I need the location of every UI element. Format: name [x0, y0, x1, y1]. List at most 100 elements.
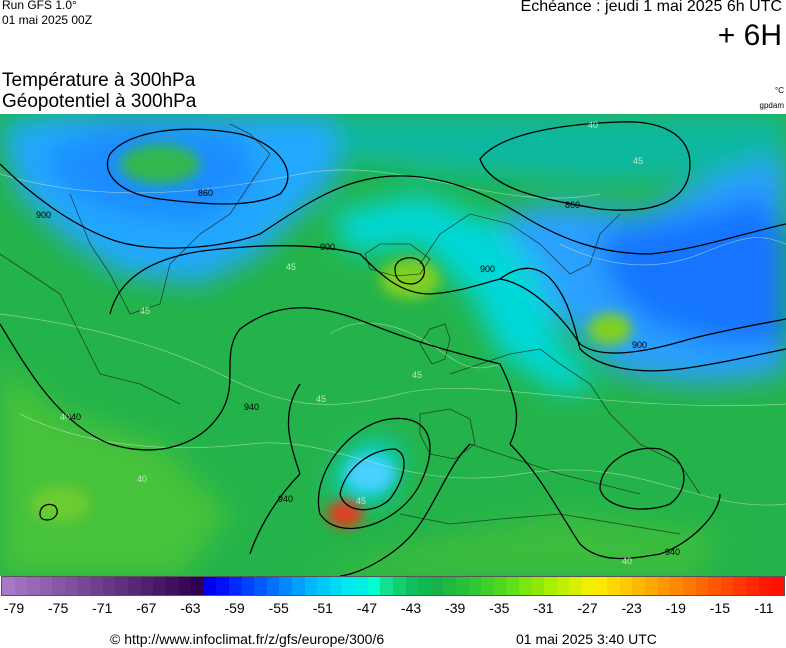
colorbar-swatch: [292, 577, 305, 595]
contour-label: 900: [632, 340, 647, 350]
colorbar-swatch: [27, 577, 40, 595]
colorbar-swatch: [254, 577, 267, 595]
coastline-greenland: [69, 123, 271, 315]
colorbar-swatch: [191, 577, 204, 595]
colorbar-swatch: [329, 577, 343, 595]
coastline-iceland: [364, 243, 431, 277]
coastline-mediterranean: [469, 443, 641, 495]
isotherm-label: 45: [412, 370, 422, 380]
run-date: 01 mai 2025 00Z: [2, 13, 93, 27]
coastlines: [0, 123, 701, 535]
temperature-colorbar: [1, 576, 785, 596]
colorbar-swatch: [304, 577, 318, 595]
run-title: Run GFS 1.0°: [2, 0, 77, 12]
colorbar-swatch: [405, 577, 419, 595]
colorbar-swatch: [468, 577, 482, 595]
contour-label: 860: [565, 200, 580, 210]
colorbar-swatch: [619, 577, 633, 595]
coastline-north-africa: [399, 513, 681, 535]
source-credit: © http://www.infoclimat.fr/z/gfs/europe/…: [110, 631, 385, 647]
colorbar-swatch: [455, 577, 469, 595]
contour-860-greenland: [106, 128, 289, 205]
colorbar-swatch: [153, 577, 166, 595]
colorbar-swatch: [128, 577, 141, 595]
colorbar-swatch: [745, 577, 759, 595]
isotherm-label: 40: [60, 412, 70, 422]
colorbar-swatch: [367, 577, 381, 595]
contour-label: 940: [66, 412, 81, 422]
warm-pocket-east: [588, 313, 632, 345]
colorbar-swatch: [443, 577, 456, 595]
colorbar-swatch: [771, 577, 784, 595]
colorbar-swatch: [90, 577, 103, 595]
colorbar-swatch: [65, 577, 78, 595]
colorbar-swatch: [695, 577, 709, 595]
colorbar-swatch: [682, 577, 696, 595]
coastline-europe: [449, 348, 701, 495]
colorbar-swatch: [657, 577, 671, 595]
colorbar-swatch: [77, 577, 91, 595]
colorbar-swatch: [518, 577, 532, 595]
colorbar-swatch: [342, 577, 356, 595]
colorbar-swatch: [317, 577, 330, 595]
colorbar-swatch: [481, 577, 494, 595]
colorbar-tick-label: -43: [400, 600, 422, 616]
colorbar-swatch: [531, 577, 545, 595]
warm-pocket-greenland: [120, 144, 200, 184]
isotherm-labels: 45 40 45 45 45 45 40 40 45 40: [60, 120, 643, 566]
colorbar-swatch: [392, 577, 406, 595]
isotherms: [0, 169, 786, 506]
colorbar-tick-label: -71: [92, 600, 113, 616]
colorbar-swatch: [708, 577, 721, 595]
contour-900-main: [0, 163, 786, 255]
colorbar-swatch: [556, 577, 570, 595]
isotherm-label: 40: [137, 474, 147, 484]
colorbar-tick-label: -51: [312, 600, 333, 616]
map-title-temperature: Température à 300hPa: [2, 70, 196, 91]
colorbar-tick-label: -55: [268, 600, 289, 616]
contour-label: 940: [665, 547, 680, 557]
colorbar-swatch: [733, 577, 746, 595]
colorbar-tick-label: -31: [533, 600, 554, 616]
colorbar-swatch: [582, 577, 595, 595]
colorbar-swatch: [115, 577, 129, 595]
colorbar-swatch: [165, 577, 179, 595]
coastline-iberia: [419, 408, 476, 460]
generation-timestamp: 01 mai 2025 3:40 UTC: [516, 631, 657, 647]
colorbar-swatch: [645, 577, 658, 595]
colorbar-swatch: [594, 577, 608, 595]
colorbar-swatch: [39, 577, 53, 595]
isotherm-label: 40: [622, 556, 632, 566]
colorbar-swatch: [2, 577, 15, 595]
colorbar-tick-label: -23: [621, 600, 642, 616]
colorbar-swatch: [418, 577, 431, 595]
contour-900-low-north: [394, 257, 426, 285]
colorbar-swatch: [228, 577, 242, 595]
colorbar-swatch: [670, 577, 683, 595]
contour-860-east: [479, 121, 691, 211]
colorbar-tick-label: -63: [180, 600, 201, 616]
contour-940-main: [0, 307, 518, 451]
contour-940-cutoff: [317, 417, 431, 530]
warm-region-south: [300, 514, 720, 576]
colorbar-swatch: [102, 577, 116, 595]
coastline-scandinavia: [419, 213, 621, 275]
colorbar-swatch: [493, 577, 507, 595]
colorbar-swatch: [632, 577, 646, 595]
colorbar-swatch: [241, 577, 255, 595]
isotherm-label: 45: [356, 496, 366, 506]
colorbar-swatch: [279, 577, 293, 595]
unit-temperature: °C: [775, 86, 784, 95]
colorbar-swatch: [506, 577, 519, 595]
isotherm-label: 45: [286, 262, 296, 272]
contour-label: 900: [36, 210, 51, 220]
contour-label: 900: [480, 264, 495, 274]
colorbar-tick-label: -11: [754, 600, 774, 616]
colorbar-tick-label: -35: [489, 600, 510, 616]
colorbar-tick-label: -27: [577, 600, 598, 616]
colorbar-swatch: [140, 577, 154, 595]
colorbar-swatch: [355, 577, 368, 595]
colorbar-swatch: [544, 577, 557, 595]
map-title-geopotential: Géopotentiel à 300hPa: [2, 91, 197, 112]
coastline-british-isles: [419, 323, 451, 365]
